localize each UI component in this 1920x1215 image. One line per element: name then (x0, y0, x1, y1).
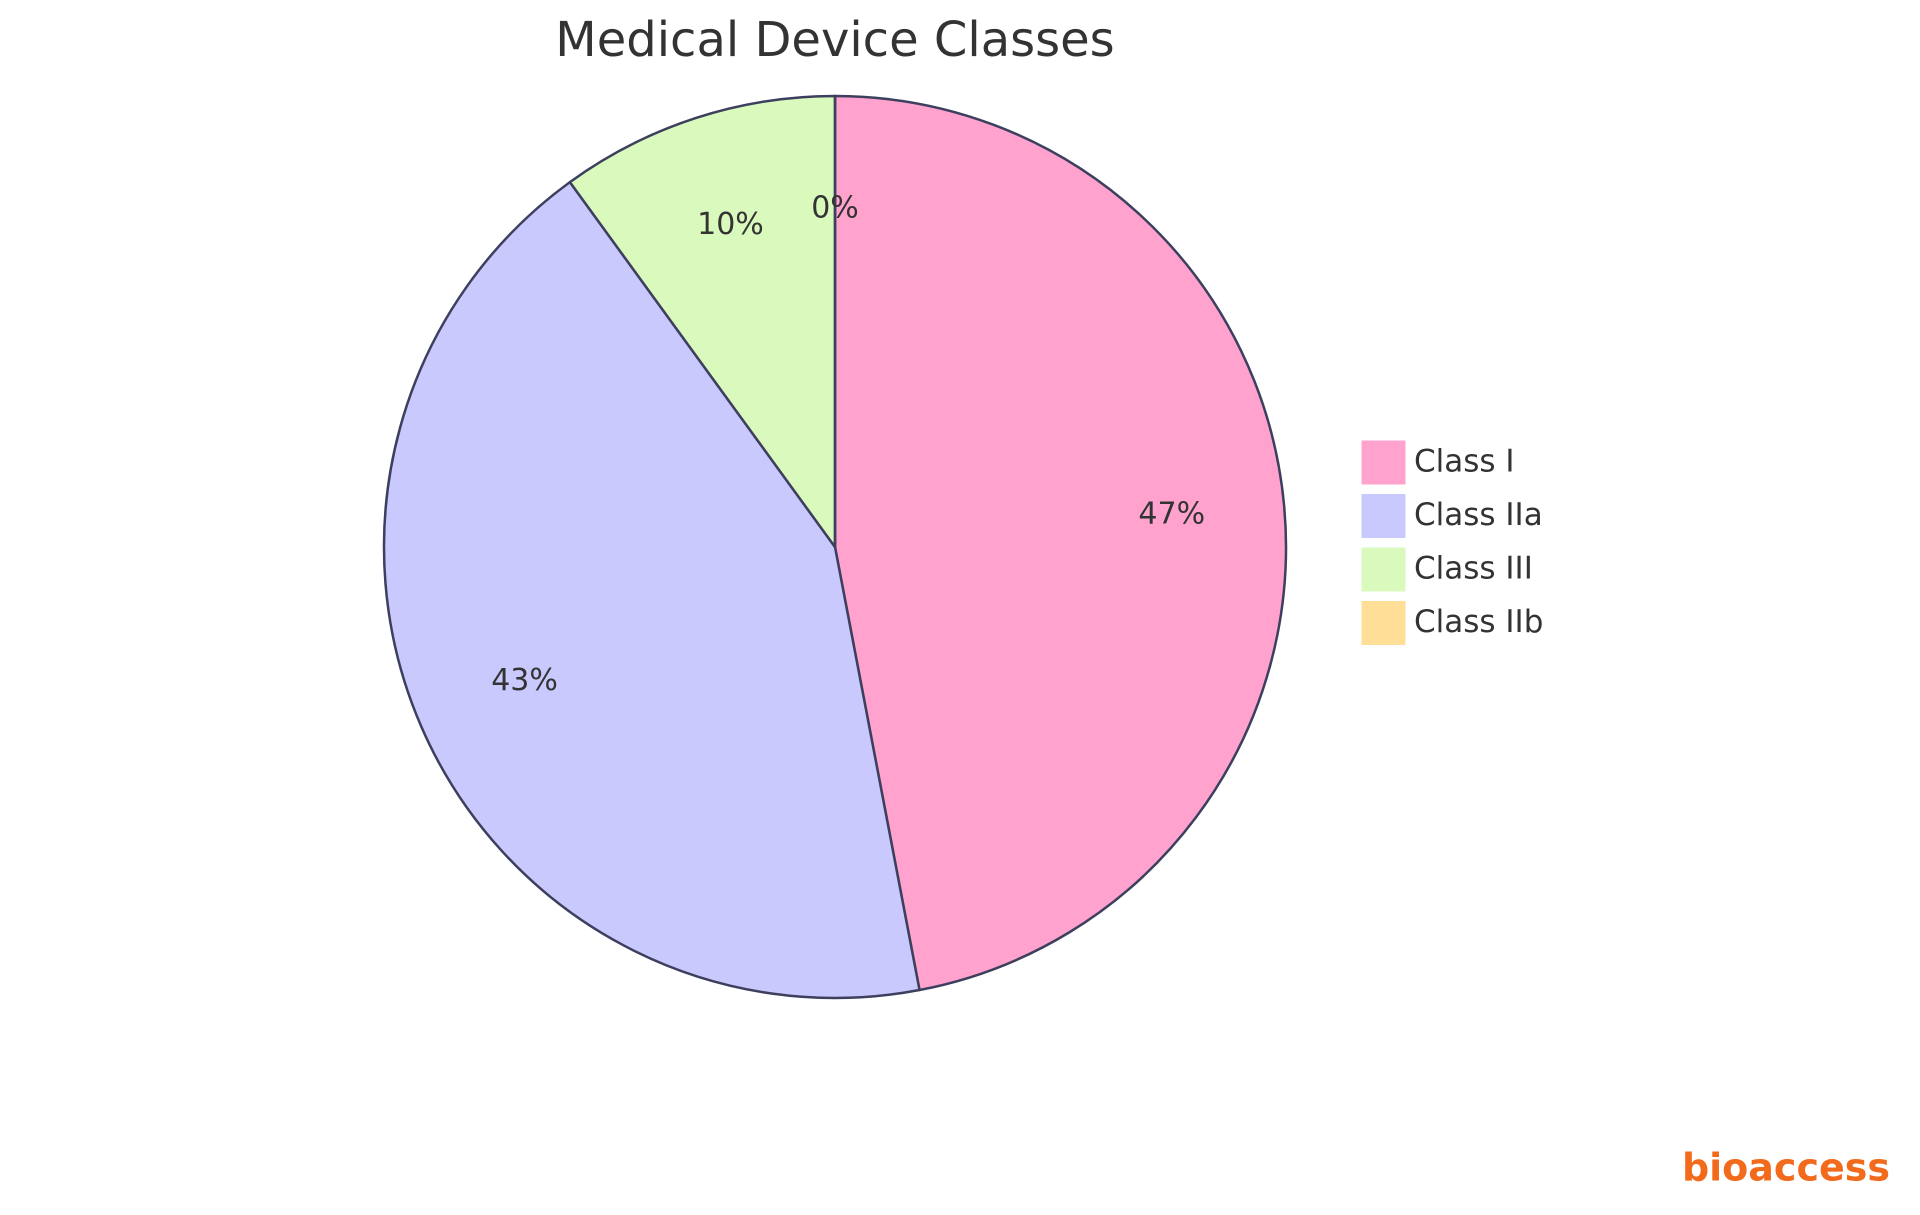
slice-label: 47% (1138, 497, 1205, 532)
legend-label: Class I (1414, 444, 1515, 480)
legend-label: Class IIa (1414, 497, 1543, 533)
legend-swatch (1360, 546, 1407, 593)
legend-swatch (1360, 439, 1407, 486)
pie-slice (568, 94, 837, 549)
slice-label: 10% (697, 207, 764, 242)
legend-swatch (1360, 493, 1407, 539)
legend-swatch (1360, 600, 1407, 646)
slice-label: 0% (811, 190, 859, 225)
pie-slice (382, 180, 921, 1000)
logo: bioaccess (1682, 1146, 1890, 1190)
slice-label: 43% (491, 663, 558, 698)
legend-label: Class IIb (1414, 604, 1543, 640)
pie-slice (833, 94, 1288, 992)
legend-label: Class III (1414, 551, 1533, 587)
chart-title: Medical Device Classes (555, 12, 1114, 68)
